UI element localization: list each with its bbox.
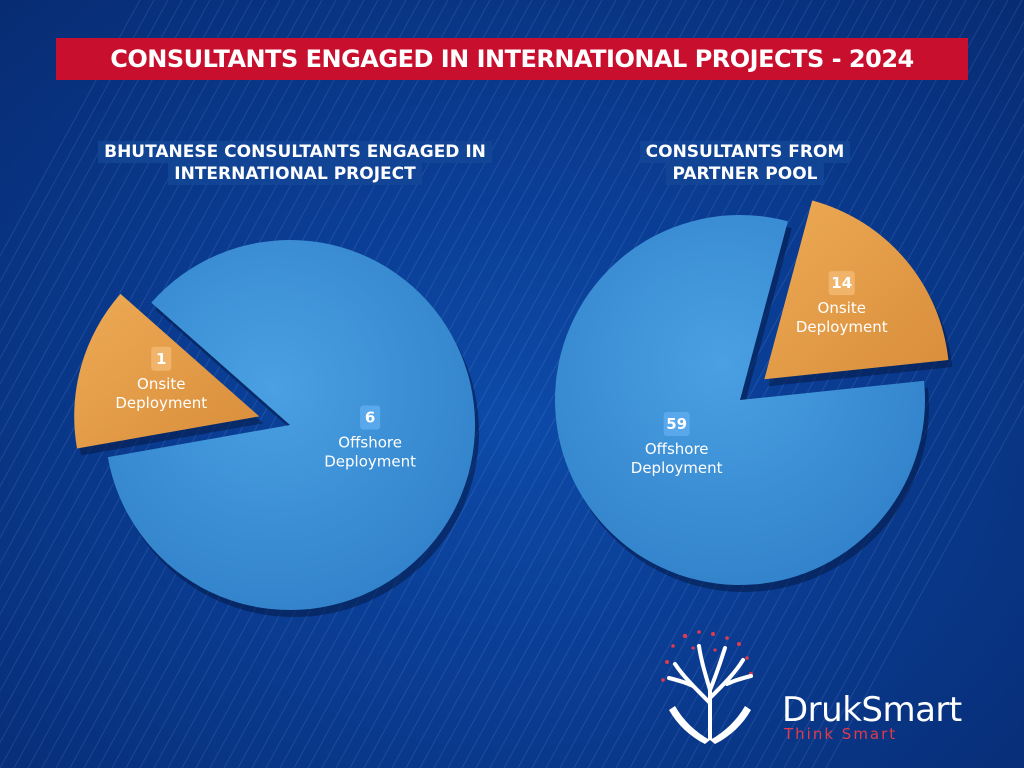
- data-label-offshore-value: 59: [666, 415, 687, 433]
- pie-slice-onsite: [764, 200, 949, 380]
- data-label-offshore-text: Offshore: [645, 440, 709, 458]
- chart-title-line-2: INTERNATIONAL PROJECT: [168, 163, 422, 185]
- data-label-box: [151, 346, 172, 371]
- data-label-onsite-value: 1: [156, 350, 166, 368]
- chart-title-bhutanese: BHUTANESE CONSULTANTS ENGAGED IN INTERNA…: [60, 141, 530, 185]
- data-label-offshore-text: Deployment: [324, 453, 416, 471]
- pie-slice-offshore: [107, 239, 476, 610]
- druksmart-logo-icon: [661, 630, 753, 744]
- data-label-onsite-text: Deployment: [115, 394, 207, 412]
- logo-name: DrukSmart: [782, 690, 962, 730]
- data-label-box: [663, 412, 690, 437]
- data-label-onsite-text: Deployment: [796, 318, 888, 336]
- chart-title-line-2: PARTNER POOL: [666, 163, 824, 185]
- pie-slice-onsite: [74, 293, 260, 449]
- data-label-box: [828, 271, 855, 296]
- data-label-onsite-text: Onsite: [818, 299, 866, 317]
- data-label-onsite-text: Onsite: [137, 375, 185, 393]
- page-title: CONSULTANTS ENGAGED IN INTERNATIONAL PRO…: [56, 38, 968, 80]
- chart-title-line-1: CONSULTANTS FROM: [639, 141, 851, 163]
- chart-title-line-1: BHUTANESE CONSULTANTS ENGAGED IN: [98, 141, 492, 163]
- data-label-box: [360, 405, 381, 430]
- chart-title-partner-pool: CONSULTANTS FROM PARTNER POOL: [600, 141, 890, 185]
- pie-slice-offshore: [555, 214, 926, 585]
- data-label-offshore-text: Offshore: [338, 434, 402, 452]
- logo-tagline: Think Smart: [784, 725, 898, 743]
- data-label-offshore-value: 6: [365, 409, 375, 427]
- data-label-offshore-text: Deployment: [631, 459, 723, 477]
- data-label-onsite-value: 14: [831, 274, 852, 292]
